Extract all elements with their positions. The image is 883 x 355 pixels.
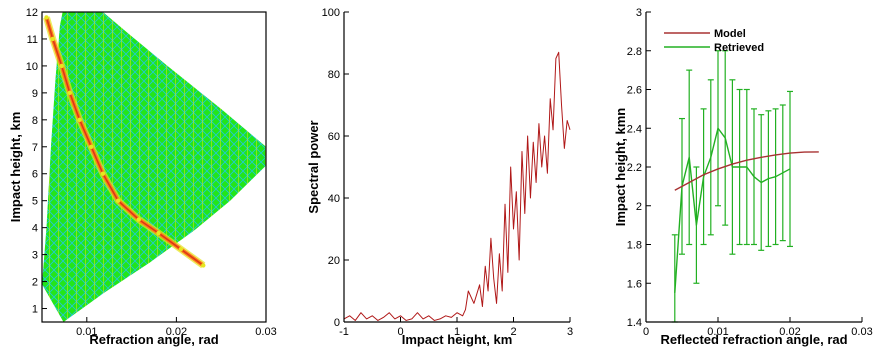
tick-2-x-tick-label: 0 <box>643 326 649 338</box>
tick-0-x-tick-label: 0.03 <box>255 326 276 338</box>
tick-2-y-tick-label: 2 <box>636 201 642 213</box>
legend: Model Retrieved <box>664 28 764 54</box>
x-axis-label-a: Refraction angle, rad <box>89 332 218 347</box>
ridge-point <box>156 230 161 236</box>
tick-2-y-tick-label: 2.8 <box>627 46 642 58</box>
ridge-point <box>67 90 72 96</box>
tick-0-y-tick-label: 9 <box>32 88 38 100</box>
tick-0-y-tick-label: 12 <box>26 7 38 19</box>
y-axis-label-a: Impact height, km <box>8 112 23 223</box>
tick-2-y-tick-label: 2.2 <box>627 162 642 174</box>
ridge-point <box>115 198 121 203</box>
tick-0-x-tick-label: 0.02 <box>166 326 187 338</box>
tick-2-y-tick-label: 2.4 <box>627 123 642 135</box>
ridge-point <box>178 247 184 252</box>
legend-label-model: Model <box>714 28 746 40</box>
tick-0-x-tick-label: 0.01 <box>76 326 97 338</box>
tick-1-x-tick-label: 0 <box>397 326 403 338</box>
ridge-point <box>44 15 49 20</box>
tick-2-x-tick-label: 0.01 <box>707 326 728 338</box>
panel-model-retrieved: 0 0.01 0.02 0.03 1.4 1.6 1.8 2 2.2 2.4 2.6 2.8 3 Mod… <box>613 7 873 347</box>
tick-1-y-tick-label: 80 <box>328 69 340 81</box>
tick-2-y-tick-label: 1.8 <box>627 240 642 252</box>
tick-2-y-tick-label: 3 <box>636 7 642 19</box>
ridge-core <box>45 17 204 266</box>
ridge-point <box>59 63 64 69</box>
x-axis-label-c: Reflected refraction angle, rad <box>660 332 847 347</box>
frame-a <box>41 11 267 323</box>
model-line <box>674 151 819 191</box>
tick-1-y-tick-label: 0 <box>334 317 340 329</box>
ridge-point <box>89 144 94 149</box>
tick-1-y-tick-label: 100 <box>322 7 340 19</box>
tick-2-x-tick-label: 0.03 <box>851 326 872 338</box>
tick-1-y-tick-label: 20 <box>328 255 340 267</box>
ridge-point <box>50 36 55 42</box>
tick-0-y-tick-label: 6 <box>32 169 38 181</box>
ridge-point <box>100 171 106 176</box>
tick-1-x-tick-label: 2 <box>510 326 516 338</box>
tick-1-y-tick-label: 60 <box>328 131 340 143</box>
x-axis-label-b: Impact height, km <box>402 332 513 347</box>
tick-0-y-tick-label: 10 <box>26 61 38 73</box>
retrieved-line <box>674 127 791 293</box>
tick-1-x-tick-label: 1 <box>454 326 460 338</box>
tick-1-x-tick-label: -1 <box>339 326 349 338</box>
spectral-power-line <box>343 51 571 321</box>
tick-0-y-tick-label: 8 <box>32 115 38 127</box>
tick-0-y-tick-label: 4 <box>32 223 38 235</box>
tick-1-y-tick-label: 40 <box>328 193 340 205</box>
tick-0-y-tick-label: 1 <box>32 304 38 316</box>
plot-area-b <box>344 12 570 322</box>
heatmap-field <box>42 12 266 322</box>
y-axis-label-b: Spectral power <box>306 120 321 213</box>
tick-2-y-tick-label: 2.6 <box>627 85 642 97</box>
tick-0-y-tick-label: 5 <box>32 196 38 208</box>
tick-0-y-tick-label: 2 <box>32 277 38 289</box>
tick-2-y-tick-label: 1.6 <box>627 278 642 290</box>
ridge-point <box>201 263 206 268</box>
ridge-point <box>136 217 141 222</box>
tick-2-x-tick-label: 0.02 <box>779 326 800 338</box>
tick-2-y-tick-label: 1.4 <box>627 317 642 329</box>
tick-0-y-tick-label: 3 <box>32 250 38 262</box>
y-axis-label-c: Impact height, kmn <box>613 108 628 227</box>
tick-1-x-tick-label: 3 <box>567 326 573 338</box>
tick-0-y-tick-label: 11 <box>27 34 38 46</box>
ridge-point <box>77 117 82 123</box>
legend-label-retrieved: Retrieved <box>714 42 764 54</box>
tick-0-y-tick-label: 7 <box>32 142 38 154</box>
